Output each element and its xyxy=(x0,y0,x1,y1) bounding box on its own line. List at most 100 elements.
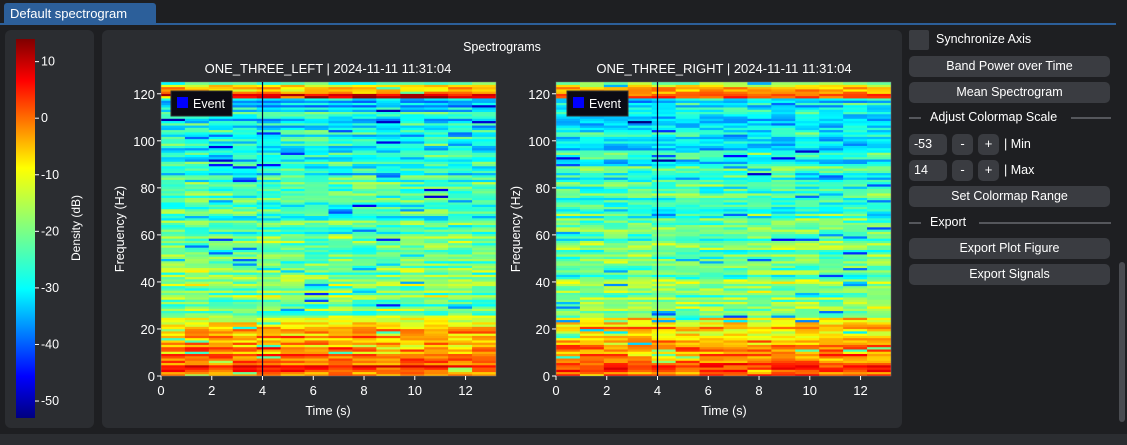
band-power-button[interactable]: Band Power over Time xyxy=(909,56,1110,77)
colorbar-svg: 100-10-20-30-40-50 Density (dB) xyxy=(16,39,83,418)
heatmap-cell xyxy=(448,158,473,162)
mean-spectrogram-button[interactable]: Mean Spectrogram xyxy=(909,82,1110,103)
heatmap-cell xyxy=(867,287,891,291)
heatmap-cell xyxy=(472,152,496,155)
heatmap-cell xyxy=(795,170,820,174)
heatmap-cell xyxy=(699,299,725,302)
heatmap-cell xyxy=(627,287,653,291)
heatmap-cell xyxy=(424,217,449,221)
heatmap-cell xyxy=(819,323,844,327)
max-decrement-button[interactable]: - xyxy=(952,160,973,181)
heatmap-cell xyxy=(603,244,629,248)
heatmap-cell xyxy=(795,281,820,284)
heatmap-cell xyxy=(304,183,330,187)
heatmap-cell xyxy=(184,244,210,248)
heatmap-cell xyxy=(603,305,629,309)
heatmap-cell xyxy=(352,238,377,241)
heatmap-cell xyxy=(232,355,258,359)
heatmap-cell xyxy=(184,355,210,359)
heatmap-cell xyxy=(771,360,796,364)
heatmap-cell xyxy=(328,312,354,316)
heatmap-cell xyxy=(184,170,210,174)
heatmap-cell xyxy=(208,360,234,364)
heatmap-cell xyxy=(627,253,653,257)
heatmap-cell xyxy=(448,312,473,316)
heatmap-cell xyxy=(603,206,629,210)
max-increment-button[interactable]: + xyxy=(978,160,999,181)
heatmap-cell xyxy=(795,271,820,275)
heatmap-cell xyxy=(208,333,234,336)
heatmap-cell xyxy=(579,269,605,273)
heatmap-cell xyxy=(579,170,605,174)
heatmap-cell xyxy=(579,233,605,237)
heatmap-cell xyxy=(472,118,496,122)
heatmap-cell xyxy=(232,242,258,246)
heatmap-cell xyxy=(771,190,796,194)
heatmap-cell xyxy=(627,333,653,336)
export-signals-button[interactable]: Export Signals xyxy=(909,264,1110,285)
heatmap-cell xyxy=(304,249,330,253)
set-colormap-range-button[interactable]: Set Colormap Range xyxy=(909,186,1110,207)
heatmap-cell xyxy=(867,339,891,343)
heatmap-cell xyxy=(579,167,605,171)
heatmap-cell xyxy=(675,197,701,201)
heatmap-cell xyxy=(819,229,844,232)
export-plot-figure-button[interactable]: Export Plot Figure xyxy=(909,238,1110,259)
heatmap-cell xyxy=(184,353,210,357)
heatmap-cell xyxy=(352,256,377,259)
heatmap-cell xyxy=(184,226,210,230)
sync-axis-checkbox[interactable] xyxy=(909,30,929,50)
heatmap-cell xyxy=(400,362,425,366)
heatmap-cell xyxy=(161,161,186,165)
heatmap-cell xyxy=(843,224,868,228)
heatmap-cell xyxy=(184,86,210,90)
heatmap-cell xyxy=(184,281,210,284)
heatmap-cell xyxy=(376,373,401,376)
heatmap-cell xyxy=(352,88,377,92)
heatmap-cell xyxy=(819,174,844,178)
heatmap-cell xyxy=(232,138,258,142)
heatmap-cell xyxy=(675,111,701,115)
heatmap-cell xyxy=(675,326,701,330)
heatmap-cell xyxy=(304,192,330,196)
heatmap-cell xyxy=(161,342,186,345)
heatmap-cell xyxy=(675,149,701,153)
tab-default-spectrogram[interactable]: Default spectrogram xyxy=(4,3,156,24)
heatmap-cell xyxy=(747,197,772,201)
heatmap-cell xyxy=(304,224,330,228)
heatmap-cell xyxy=(376,294,401,298)
heatmap-cell xyxy=(376,242,401,246)
heatmap-cell xyxy=(675,167,701,171)
heatmap-cell xyxy=(843,82,868,85)
heatmap-cell xyxy=(280,231,306,235)
heatmap-cell xyxy=(723,244,749,248)
heatmap-cell xyxy=(795,95,820,99)
heatmap-cell xyxy=(843,314,868,318)
heatmap-cell xyxy=(328,265,354,269)
heatmap-cell xyxy=(280,276,306,280)
heatmap-cell xyxy=(400,174,425,178)
vertical-scrollbar[interactable] xyxy=(1119,262,1125,422)
heatmap-cell xyxy=(232,296,258,300)
heatmap-cell xyxy=(232,344,258,348)
heatmap-cell xyxy=(603,292,629,296)
heatmap-cell xyxy=(424,136,449,140)
colormap-min-input[interactable]: -53 xyxy=(909,134,947,155)
colormap-max-input[interactable]: 14 xyxy=(909,160,947,181)
min-increment-button[interactable]: + xyxy=(978,134,999,155)
heatmap-cell xyxy=(675,82,701,85)
heatmap-cell xyxy=(448,366,473,370)
heatmap-cell xyxy=(771,281,796,284)
heatmap-cell xyxy=(771,321,796,325)
min-decrement-button[interactable]: - xyxy=(952,134,973,155)
heatmap-cell xyxy=(819,294,844,298)
heatmap-cell xyxy=(352,136,377,140)
heatmap-cell xyxy=(161,369,186,373)
heatmap-cell xyxy=(376,364,401,368)
heatmap-cell xyxy=(400,238,425,241)
heatmap-cell xyxy=(161,149,186,153)
heatmap-cell xyxy=(843,183,868,187)
heatmap-cell xyxy=(723,260,749,264)
heatmap-cell xyxy=(328,369,354,373)
heatmap-cell xyxy=(867,369,891,373)
